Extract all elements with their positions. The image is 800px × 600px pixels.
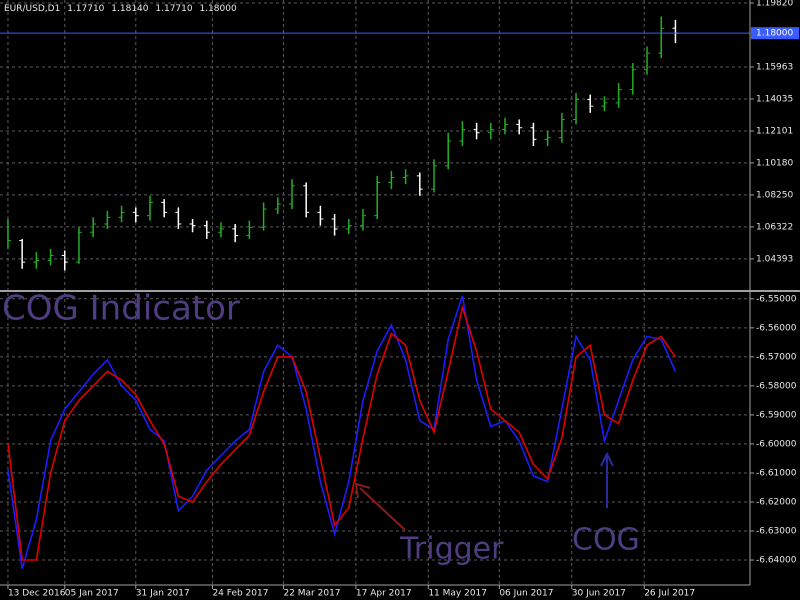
ohlc-bar (530, 122, 537, 146)
trigger-annotation: Trigger (399, 532, 504, 567)
indicator-line (7, 304, 677, 561)
ohlc-bar (359, 209, 366, 231)
ohlc-bar (644, 46, 651, 75)
y-tick-label: -6.58000 (756, 381, 797, 391)
current-price-label: 1.18000 (756, 29, 793, 39)
ohlc-bar (317, 205, 324, 226)
current-price-box (751, 27, 799, 40)
y-tick-label: -6.55000 (756, 294, 797, 304)
ohlc-bar (345, 218, 352, 234)
y-tick-label: -6.57000 (756, 352, 797, 362)
ohlc-bar (516, 119, 523, 135)
ohlc-bar (601, 96, 608, 112)
x-tick-label: 22 Mar 2017 (283, 589, 340, 599)
ohlc-bar (47, 248, 54, 266)
cog-arrowhead (600, 451, 614, 467)
ohlc-bar (431, 159, 438, 193)
x-tick-label: 26 Jul 2017 (644, 589, 695, 599)
y-tick-label: 1.06322 (756, 222, 793, 232)
ohlc-bar (416, 172, 423, 196)
y-tick-label: -6.64000 (756, 556, 797, 566)
high: 1.18140 (111, 4, 148, 14)
ohlc-bar (502, 117, 509, 135)
ohlc-bar (288, 179, 295, 210)
y-tick-label: 1.12101 (756, 127, 793, 137)
x-tick-label: 13 Dec 2016 (8, 589, 66, 599)
y-tick-label: 1.04393 (756, 254, 793, 264)
ohlc-bar (473, 122, 480, 140)
ohlc-bar (146, 195, 153, 221)
ohlc-bar (544, 131, 551, 146)
ohlc-bar (388, 170, 395, 190)
ohlc-bar (175, 207, 182, 229)
indicator-title: COG Indicator (2, 289, 240, 329)
open: 1.17710 (67, 4, 104, 14)
y-tick-label: 1.15963 (756, 62, 793, 72)
ohlc-bar (303, 182, 310, 218)
ohlc-bar (445, 132, 452, 170)
ohlc-bar (374, 175, 381, 219)
x-tick-label: 06 Jun 2017 (499, 589, 553, 599)
ohlc-bar (402, 169, 409, 185)
ohlc-bar (19, 238, 26, 269)
ohlc-bar (459, 121, 466, 146)
ohlc-bar (104, 210, 111, 229)
x-tick-label: 05 Jan 2017 (65, 589, 119, 599)
ohlc-bar (61, 250, 68, 271)
ohlc-bar (615, 82, 622, 108)
header: EUR/USD,D1 1.17710 1.18140 1.17710 1.180… (4, 4, 237, 14)
ohlc-bar (629, 63, 636, 95)
ohlc-bar (573, 92, 580, 125)
y-tick-label: 1.08250 (756, 190, 793, 200)
x-tick-label: 24 Feb 2017 (212, 589, 268, 599)
x-tick-label: 17 Apr 2017 (356, 589, 412, 599)
ohlc-bar (274, 197, 281, 215)
ohlc-bar (161, 199, 168, 218)
indicator-line (7, 295, 677, 569)
y-tick-label: 1.10180 (756, 158, 793, 168)
ohlc-bar (90, 217, 97, 238)
ohlc-bar (7, 218, 11, 249)
y-tick-label: -6.62000 (756, 497, 797, 507)
ohlc-bar (260, 202, 267, 231)
y-tick-label: -6.56000 (756, 323, 797, 333)
ohlc-bar (246, 220, 253, 239)
y-tick-label: -6.60000 (756, 439, 797, 449)
ohlc-bar (132, 207, 139, 223)
trigger-arrow (359, 487, 406, 531)
symbol: EUR/USD,D1 (4, 4, 60, 14)
trigger-arrowhead (354, 482, 371, 499)
x-tick-label: 11 May 2017 (428, 589, 487, 599)
y-tick-label: -6.59000 (756, 410, 797, 420)
ohlc-bar (33, 252, 40, 269)
ohlc-bar (232, 223, 239, 243)
ohlc-bar (75, 227, 82, 264)
ohlc-bar (487, 122, 494, 140)
close: 1.18000 (199, 4, 236, 14)
low: 1.17710 (155, 4, 192, 14)
y-tick-label: -6.61000 (756, 468, 797, 478)
ohlc-bar (118, 205, 125, 223)
y-tick-label: 1.19820 (756, 0, 793, 8)
x-tick-label: 31 Jan 2017 (136, 589, 190, 599)
ohlc-bar (217, 222, 224, 238)
x-tick-label: 30 Jun 2017 (572, 589, 626, 599)
ohlc-bar (331, 214, 338, 236)
cog-annotation: COG (572, 523, 640, 558)
ohlc-bar (203, 220, 210, 239)
ohlc-bar (558, 112, 565, 143)
ohlc-bar (658, 16, 665, 59)
ohlc-bar (587, 94, 594, 113)
y-tick-label: -6.63000 (756, 527, 797, 537)
ohlc-bar (189, 218, 196, 233)
marks-layer (0, 16, 750, 569)
y-tick-label: 1.14035 (756, 94, 793, 104)
